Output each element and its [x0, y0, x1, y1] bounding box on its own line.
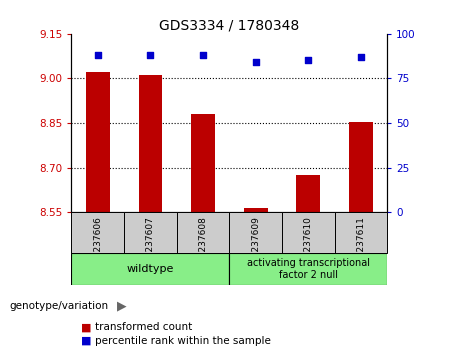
- Bar: [229, 253, 387, 285]
- Text: wildtype: wildtype: [127, 264, 174, 274]
- Text: GSM237610: GSM237610: [304, 216, 313, 270]
- Text: GSM237606: GSM237606: [93, 216, 102, 270]
- Bar: [177, 212, 229, 253]
- Point: [252, 59, 260, 65]
- Bar: [86, 72, 110, 212]
- Bar: [191, 114, 215, 212]
- Text: activating transcriptional
factor 2 null: activating transcriptional factor 2 null: [247, 258, 370, 280]
- Bar: [124, 212, 177, 253]
- Point: [147, 52, 154, 58]
- Text: genotype/variation: genotype/variation: [9, 301, 108, 311]
- Point: [94, 52, 101, 58]
- Point: [199, 52, 207, 58]
- Text: ■: ■: [81, 336, 91, 346]
- Text: ■: ■: [81, 322, 91, 332]
- Bar: [139, 75, 162, 212]
- Point: [357, 54, 365, 60]
- Bar: [349, 121, 373, 212]
- Text: GSM237608: GSM237608: [199, 216, 207, 270]
- Text: transformed count: transformed count: [95, 322, 192, 332]
- Bar: [71, 253, 230, 285]
- Text: ▶: ▶: [118, 300, 127, 313]
- Bar: [229, 212, 282, 253]
- Bar: [71, 212, 124, 253]
- Bar: [244, 208, 267, 212]
- Text: percentile rank within the sample: percentile rank within the sample: [95, 336, 271, 346]
- Text: GSM237607: GSM237607: [146, 216, 155, 270]
- Bar: [296, 175, 320, 212]
- Bar: [282, 212, 335, 253]
- Point: [305, 58, 312, 63]
- Text: GSM237609: GSM237609: [251, 216, 260, 270]
- Text: GSM237611: GSM237611: [356, 216, 366, 270]
- Title: GDS3334 / 1780348: GDS3334 / 1780348: [159, 18, 300, 33]
- Bar: [335, 212, 387, 253]
